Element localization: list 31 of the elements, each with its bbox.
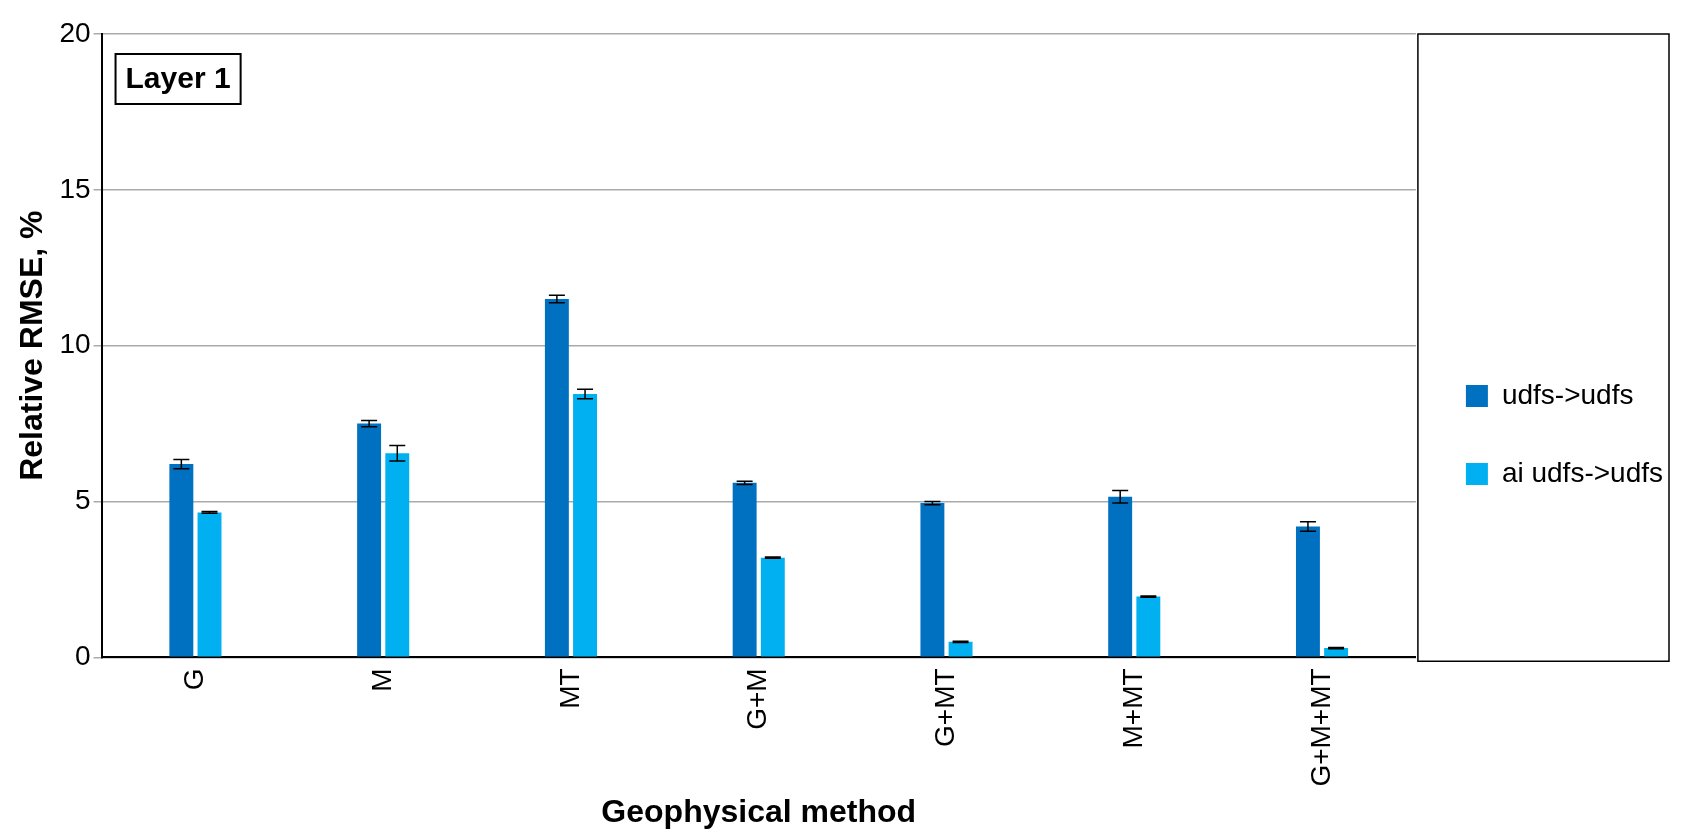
bar bbox=[357, 423, 382, 657]
bar bbox=[1108, 496, 1133, 657]
x-tick-label: M bbox=[365, 668, 397, 692]
x-tick-label: G+M+MT bbox=[1304, 668, 1336, 787]
bar bbox=[760, 557, 785, 657]
legend-label: udfs->udfs bbox=[1501, 378, 1634, 410]
bar bbox=[920, 503, 945, 657]
y-tick-label: 0 bbox=[74, 640, 91, 672]
bar bbox=[948, 641, 973, 657]
annotation: Layer 1 bbox=[125, 61, 231, 95]
x-tick-label: M+MT bbox=[1116, 668, 1148, 749]
bar bbox=[732, 482, 757, 657]
x-tick-label: G+MT bbox=[929, 668, 961, 747]
legend-label: ai udfs->udfs bbox=[1501, 456, 1664, 488]
bar bbox=[1136, 596, 1161, 657]
bar bbox=[169, 464, 194, 657]
y-axis-title: Relative RMSE, % bbox=[13, 210, 50, 481]
bar bbox=[197, 512, 222, 657]
bar bbox=[385, 453, 410, 657]
y-tick-label: 10 bbox=[59, 328, 91, 360]
bar bbox=[1295, 526, 1320, 657]
bar bbox=[544, 298, 569, 657]
x-tick-label: G bbox=[178, 668, 210, 691]
y-tick-label: 20 bbox=[59, 16, 91, 48]
x-tick-label: MT bbox=[553, 668, 585, 709]
x-tick-label: G+M bbox=[741, 668, 773, 730]
x-axis-title: Geophysical method bbox=[601, 792, 917, 829]
y-tick-label: 15 bbox=[59, 172, 91, 204]
y-tick-label: 5 bbox=[74, 484, 91, 516]
bar bbox=[573, 393, 598, 657]
bar bbox=[1324, 648, 1349, 657]
